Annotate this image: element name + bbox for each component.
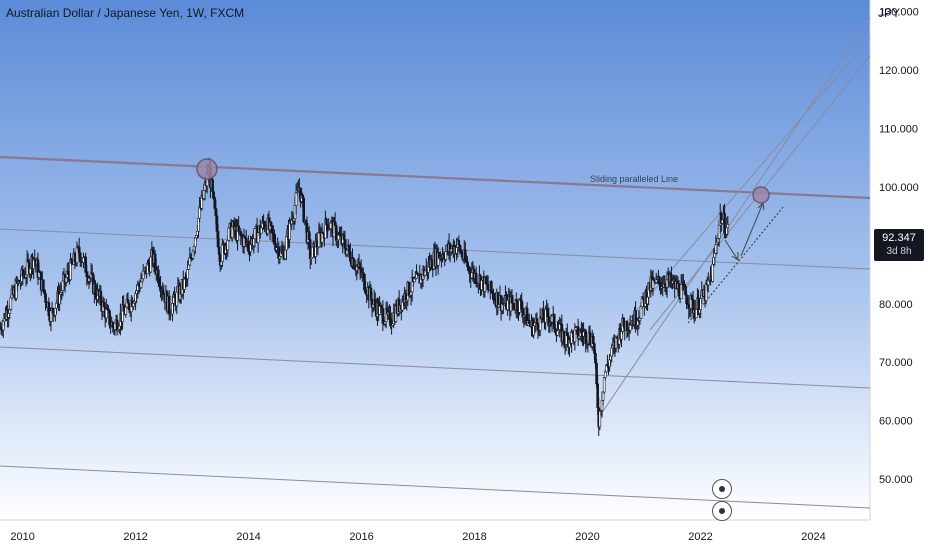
candle-body-235 [253, 228, 257, 240]
projection-arrowhead-down [731, 252, 739, 261]
projection-dotted-line [687, 205, 785, 324]
target-marker [752, 186, 770, 204]
time-tick-4: 2018 [462, 531, 486, 543]
price-tick-2: 110.000 [879, 124, 918, 136]
candle-body-671 [726, 224, 730, 229]
chart-title: Australian Dollar / Japanese Yen, 1W, FX… [6, 6, 245, 20]
projection-arrow-up [740, 202, 764, 257]
time-tick-6: 2022 [688, 531, 712, 543]
price-axis-background [870, 0, 932, 550]
annotation-label: Sliding paralleled Line [590, 174, 678, 184]
time-tick-1: 2012 [123, 531, 147, 543]
time-tick-7: 2024 [801, 531, 825, 543]
price-tick-6: 60.000 [879, 416, 913, 428]
bar-countdown: 3d 8h [886, 246, 912, 257]
price-tick-5: 70.000 [879, 357, 913, 369]
candle-body-156 [167, 295, 171, 315]
candle-body-40 [42, 279, 45, 291]
price-tick-0: 130.000 [879, 7, 919, 19]
candle-body-581 [628, 324, 632, 331]
time-axis-labels: 2010 2012 2014 2016 2018 2020 2022 2024 [10, 531, 825, 543]
time-tick-5: 2020 [575, 531, 599, 543]
sliding-parallel-line [0, 155, 871, 200]
price-tick-4: 80.000 [879, 299, 913, 311]
settings-dot-icon[interactable] [712, 479, 732, 499]
candle-body-173 [186, 269, 189, 279]
time-axis-background [0, 520, 870, 550]
channel-line-middle [0, 346, 871, 389]
candle-body-220 [237, 225, 240, 233]
candle-body-593 [641, 296, 645, 300]
time-tick-2: 2014 [236, 531, 260, 543]
price-tick-7: 50.000 [879, 474, 913, 486]
time-tick-3: 2016 [349, 531, 373, 543]
projection-arrow-down [724, 239, 739, 261]
candle-body-547 [592, 336, 595, 344]
price-unit-label: JPY [878, 6, 900, 20]
peak-marker [196, 158, 218, 180]
candle-body-608 [658, 276, 661, 284]
candle-body-657 [711, 264, 714, 282]
candle-body-264 [285, 236, 288, 251]
candle-body-514 [556, 330, 559, 336]
candle-body-280 [302, 197, 306, 222]
globe-icon[interactable] [712, 501, 732, 521]
trend-channel-1 [596, 17, 871, 421]
price-tick-3: 100.000 [879, 182, 919, 194]
candle-body-98 [104, 308, 108, 319]
price-tick-1: 120.000 [879, 65, 919, 77]
time-tick-0: 2010 [10, 531, 34, 543]
candle-body-301 [325, 218, 328, 226]
price-series [0, 157, 730, 437]
price-axis-labels: 130.000 120.000 110.000 100.000 80.000 70.000… [879, 7, 919, 486]
last-price-badge: 92.347 3d 8h [874, 229, 924, 261]
last-price: 92.347 [882, 232, 916, 244]
candle-body-196 [211, 179, 214, 193]
